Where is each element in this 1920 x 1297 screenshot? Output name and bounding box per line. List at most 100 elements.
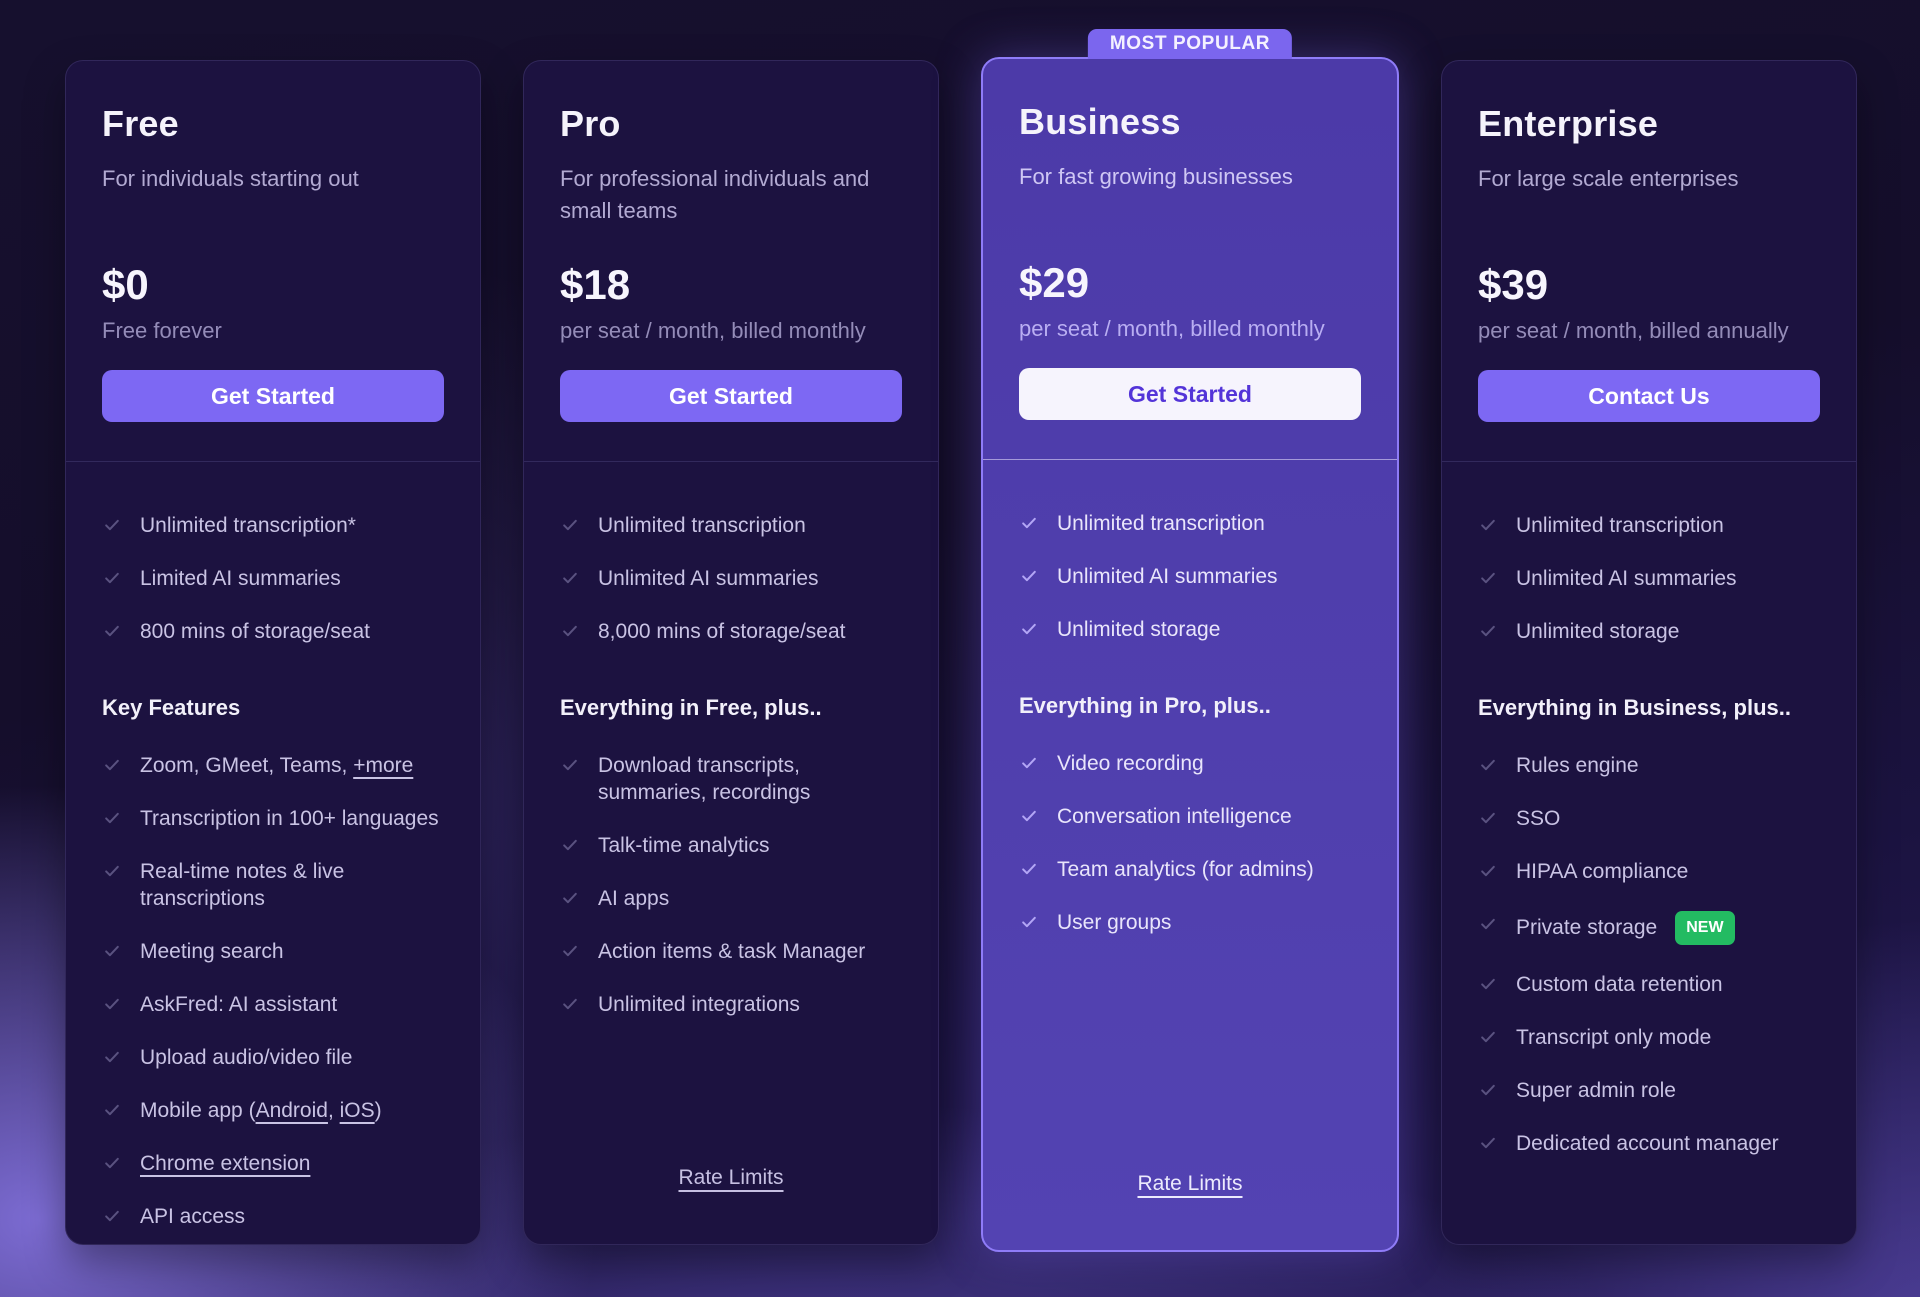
get-started-button[interactable]: Get Started — [1019, 368, 1361, 420]
card-head: Free For individuals starting out $0 Fre… — [66, 61, 480, 461]
check-icon — [102, 994, 122, 1014]
footer-link-wrap: Rate Limits — [560, 1166, 902, 1204]
check-icon — [1019, 513, 1039, 533]
feature-label: AI apps — [598, 887, 670, 910]
check-icon — [1478, 1080, 1498, 1100]
check-icon — [560, 994, 580, 1014]
feature-label: 8,000 mins of storage/seat — [598, 620, 846, 643]
feature-label: Action items & task Manager — [598, 940, 866, 963]
check-icon — [1478, 914, 1498, 934]
plan-price: $0 — [102, 261, 149, 308]
feature-item: Video recording — [1019, 750, 1361, 777]
features-section: Unlimited transcription Unlimited AI sum… — [1442, 461, 1856, 1244]
rate-limits-link[interactable]: Rate Limits — [678, 1166, 784, 1189]
feature-item: Real-time notes & live transcriptions — [102, 858, 444, 912]
card-head: Enterprise For large scale enterprises $… — [1442, 61, 1856, 461]
feature-item: Limited AI summaries — [102, 565, 444, 592]
feature-label: Unlimited transcription — [1516, 514, 1724, 537]
check-icon — [1478, 515, 1498, 535]
get-started-button[interactable]: Get Started — [560, 370, 902, 422]
feature-item: 800 mins of storage/seat — [102, 618, 444, 645]
feature-item: HIPAA compliance — [1478, 858, 1820, 885]
feature-label: Team analytics (for admins) — [1057, 858, 1314, 881]
spacer — [560, 1044, 902, 1166]
plus-feature-list: Download transcripts, summaries, recordi… — [560, 752, 902, 1044]
check-icon — [102, 515, 122, 535]
card-head: Pro For professional individuals and sma… — [524, 61, 938, 461]
check-icon — [102, 861, 122, 881]
feature-item: User groups — [1019, 909, 1361, 936]
feature-label: Transcript only mode — [1516, 1026, 1712, 1049]
feature-label: Unlimited transcription* — [140, 514, 356, 537]
plan-price-note: per seat / month, billed monthly — [1019, 316, 1325, 341]
feature-item: Meeting search — [102, 938, 444, 965]
plan-title: Business — [1019, 101, 1181, 142]
plan-description: For individuals starting out — [102, 166, 359, 191]
pricing-card-free: Free For individuals starting out $0 Fre… — [65, 60, 481, 1245]
features-heading: Everything in Pro, plus.. — [1019, 693, 1271, 718]
check-icon — [102, 568, 122, 588]
plan-price-note: per seat / month, billed annually — [1478, 318, 1789, 343]
features-section: Unlimited transcription Unlimited AI sum… — [524, 461, 938, 1244]
check-icon — [1019, 859, 1039, 879]
plan-price: $18 — [560, 261, 631, 308]
plan-price: $39 — [1478, 261, 1549, 308]
feature-item: AI apps — [560, 885, 902, 912]
check-icon — [560, 835, 580, 855]
check-icon — [560, 941, 580, 961]
feature-label: Unlimited integrations — [598, 993, 800, 1016]
feature-label: Unlimited AI summaries — [598, 567, 819, 590]
feature-item: Dedicated account manager — [1478, 1130, 1820, 1157]
rate-limits-link[interactable]: Rate Limits — [1137, 1172, 1243, 1195]
feature-label: Unlimited storage — [1057, 618, 1221, 641]
feature-item: Transcript only mode — [1478, 1024, 1820, 1051]
more-link[interactable]: +more — [353, 754, 414, 777]
feature-label: Upload audio/video file — [140, 1046, 353, 1069]
feature-label: 800 mins of storage/seat — [140, 620, 370, 643]
feature-item: Action items & task Manager — [560, 938, 902, 965]
feature-label: Meeting search — [140, 940, 284, 963]
new-badge: NEW — [1675, 911, 1735, 945]
check-icon — [102, 1153, 122, 1173]
feature-label: Mobile app (Android, iOS) — [140, 1097, 382, 1124]
key-feature-list: Zoom, GMeet, Teams, +more Transcription … — [102, 752, 444, 1256]
feature-item: Private storage NEW — [1478, 911, 1820, 945]
feature-label: Rules engine — [1516, 754, 1639, 777]
feature-item: Unlimited integrations — [560, 991, 902, 1018]
features-heading: Key Features — [102, 695, 241, 720]
check-icon — [1478, 974, 1498, 994]
features-heading: Everything in Business, plus.. — [1478, 695, 1791, 720]
check-icon — [102, 1206, 122, 1226]
feature-text: , — [327, 1099, 340, 1122]
features-section: Unlimited transcription Unlimited AI sum… — [983, 459, 1397, 1250]
get-started-button[interactable]: Get Started — [102, 370, 444, 422]
spacer — [1478, 1183, 1820, 1204]
feature-item: Download transcripts, summaries, recordi… — [560, 752, 902, 806]
feature-item: 8,000 mins of storage/seat — [560, 618, 902, 645]
feature-label: Unlimited storage — [1516, 620, 1680, 643]
contact-us-button[interactable]: Contact Us — [1478, 370, 1820, 422]
feature-item: Unlimited transcription — [1019, 510, 1361, 537]
plan-price-note: Free forever — [102, 318, 222, 343]
chrome-extension-link[interactable]: Chrome extension — [140, 1152, 311, 1175]
android-link[interactable]: Android — [255, 1099, 328, 1122]
plan-description: For professional individuals and small t… — [560, 166, 870, 223]
feature-label: Private storage NEW — [1516, 911, 1735, 945]
feature-label: Real-time notes & live transcriptions — [140, 860, 345, 910]
feature-label: Super admin role — [1516, 1079, 1676, 1102]
feature-item: Unlimited AI summaries — [1019, 563, 1361, 590]
check-icon — [1478, 568, 1498, 588]
check-icon — [560, 755, 580, 775]
feature-item: Rules engine — [1478, 752, 1820, 779]
feature-label: Video recording — [1057, 752, 1204, 775]
check-icon — [1019, 566, 1039, 586]
ios-link[interactable]: iOS — [339, 1099, 375, 1122]
check-icon — [102, 755, 122, 775]
check-icon — [560, 888, 580, 908]
plan-description: For large scale enterprises — [1478, 166, 1739, 191]
plan-title: Enterprise — [1478, 103, 1659, 144]
feature-label: Unlimited AI summaries — [1057, 565, 1278, 588]
check-icon — [560, 621, 580, 641]
base-feature-list: Unlimited transcription Unlimited AI sum… — [560, 512, 902, 671]
